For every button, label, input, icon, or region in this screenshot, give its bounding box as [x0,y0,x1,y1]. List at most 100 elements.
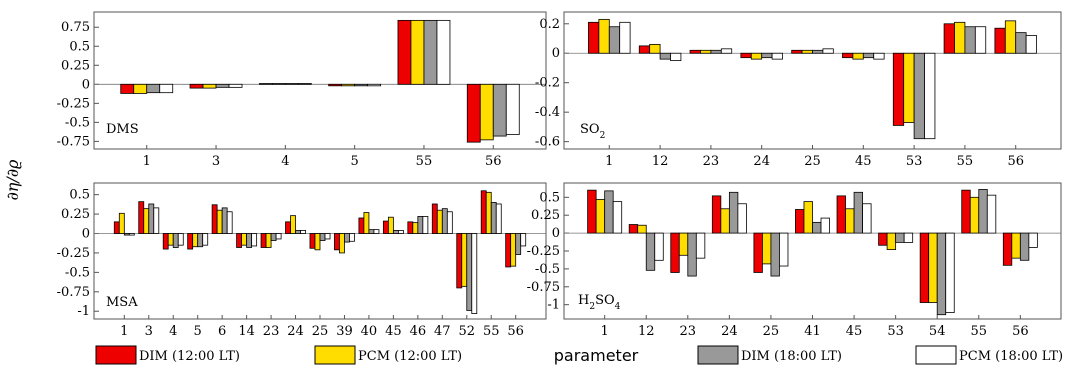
bar [964,26,976,54]
bar [936,232,947,316]
x-tick-label: 55 [416,154,433,169]
bar [873,52,885,60]
bar [961,189,971,234]
panel-label: H2SO4 [578,293,621,312]
bar [761,52,773,59]
bar [762,232,772,265]
y-tick-label: -1 [77,304,90,319]
bar [862,203,872,234]
bar [211,204,218,234]
bar [466,83,481,143]
bar [284,83,299,85]
bar [297,83,312,85]
x-tick-label: 56 [1012,324,1029,339]
bar [510,233,517,267]
bar [954,21,966,54]
x-tick-label: 12 [638,324,655,339]
y-tick-label: -0.25 [527,244,560,259]
bar [422,216,429,234]
bar [192,233,199,248]
bar [520,233,527,247]
bar [202,233,209,246]
bar [324,233,331,240]
bar [133,83,148,94]
bar [172,233,179,248]
x-tick-label: 1 [601,324,609,339]
bar [314,233,321,251]
bar [431,203,438,234]
bar [344,233,350,243]
panel-frame [563,11,1062,150]
bar [886,232,897,250]
bar [628,224,639,234]
bar [146,83,161,94]
bar [1019,232,1030,261]
bar [358,217,365,234]
bar [153,207,160,234]
bar [226,211,233,234]
legend-label: DIM (18:00 LT) [741,349,842,364]
panel-frame [93,11,547,150]
bar [270,233,277,241]
y-tick-label: 0 [82,77,90,92]
x-tick-label: 40 [361,324,378,339]
bar [251,233,258,247]
x-tick-label: 47 [434,324,451,339]
y-tick-label: -0.2 [535,76,560,91]
bar [363,212,370,234]
bar [753,232,763,273]
panel-1: -0.6 -0.4 -0.2 0 0.2 1 12 23 24 25 45 53 55 56 SO2 [535,11,1062,169]
bar [387,216,394,234]
y-tick-label: -0.5 [65,265,90,280]
bar [740,52,752,59]
y-tick-label: 0.25 [61,58,90,73]
bar [417,216,424,234]
bar [945,232,955,313]
x-tick-label: 56 [485,154,502,169]
bar [167,233,174,246]
bar [924,52,936,140]
x-tick-label: 54 [929,324,946,339]
y-tick-label: 0.5 [539,190,560,205]
x-tick-label: 55 [483,324,500,339]
bar [354,83,369,87]
bar [974,26,987,54]
legend-swatch [915,345,957,365]
bar [295,230,301,234]
bar [820,217,830,234]
bar [903,52,915,123]
x-tick-label: 45 [385,324,402,339]
bar [637,224,647,234]
bar [842,52,854,59]
bar [490,202,497,234]
bar [334,233,340,251]
y-tick-label: -0.25 [57,96,90,111]
bar [410,19,425,85]
x-tick-label: 52 [458,324,475,339]
bar [441,208,448,234]
bar [969,196,980,234]
y-tick-label: 0.25 [61,207,90,222]
y-tick-label: -0.5 [535,262,560,277]
legend-label: DIM (12:00 LT) [139,349,240,364]
bar [328,83,343,87]
bar [128,233,135,236]
bar [853,191,863,234]
bar [678,232,689,256]
x-tick-label: 24 [287,324,304,339]
bar [382,220,389,234]
y-tick-label: 0.2 [539,17,560,32]
bar [461,233,468,287]
bar [710,49,722,54]
bar [319,233,326,241]
bar [290,215,296,234]
y-tick-label: -0.75 [527,280,560,295]
x-tick-label: 23 [703,154,720,169]
bar [1025,35,1037,54]
y-tick-label: 0 [552,226,560,241]
bar [485,191,492,234]
x-tick-label: 3 [212,154,220,169]
bar [162,233,169,250]
bar [595,199,606,234]
